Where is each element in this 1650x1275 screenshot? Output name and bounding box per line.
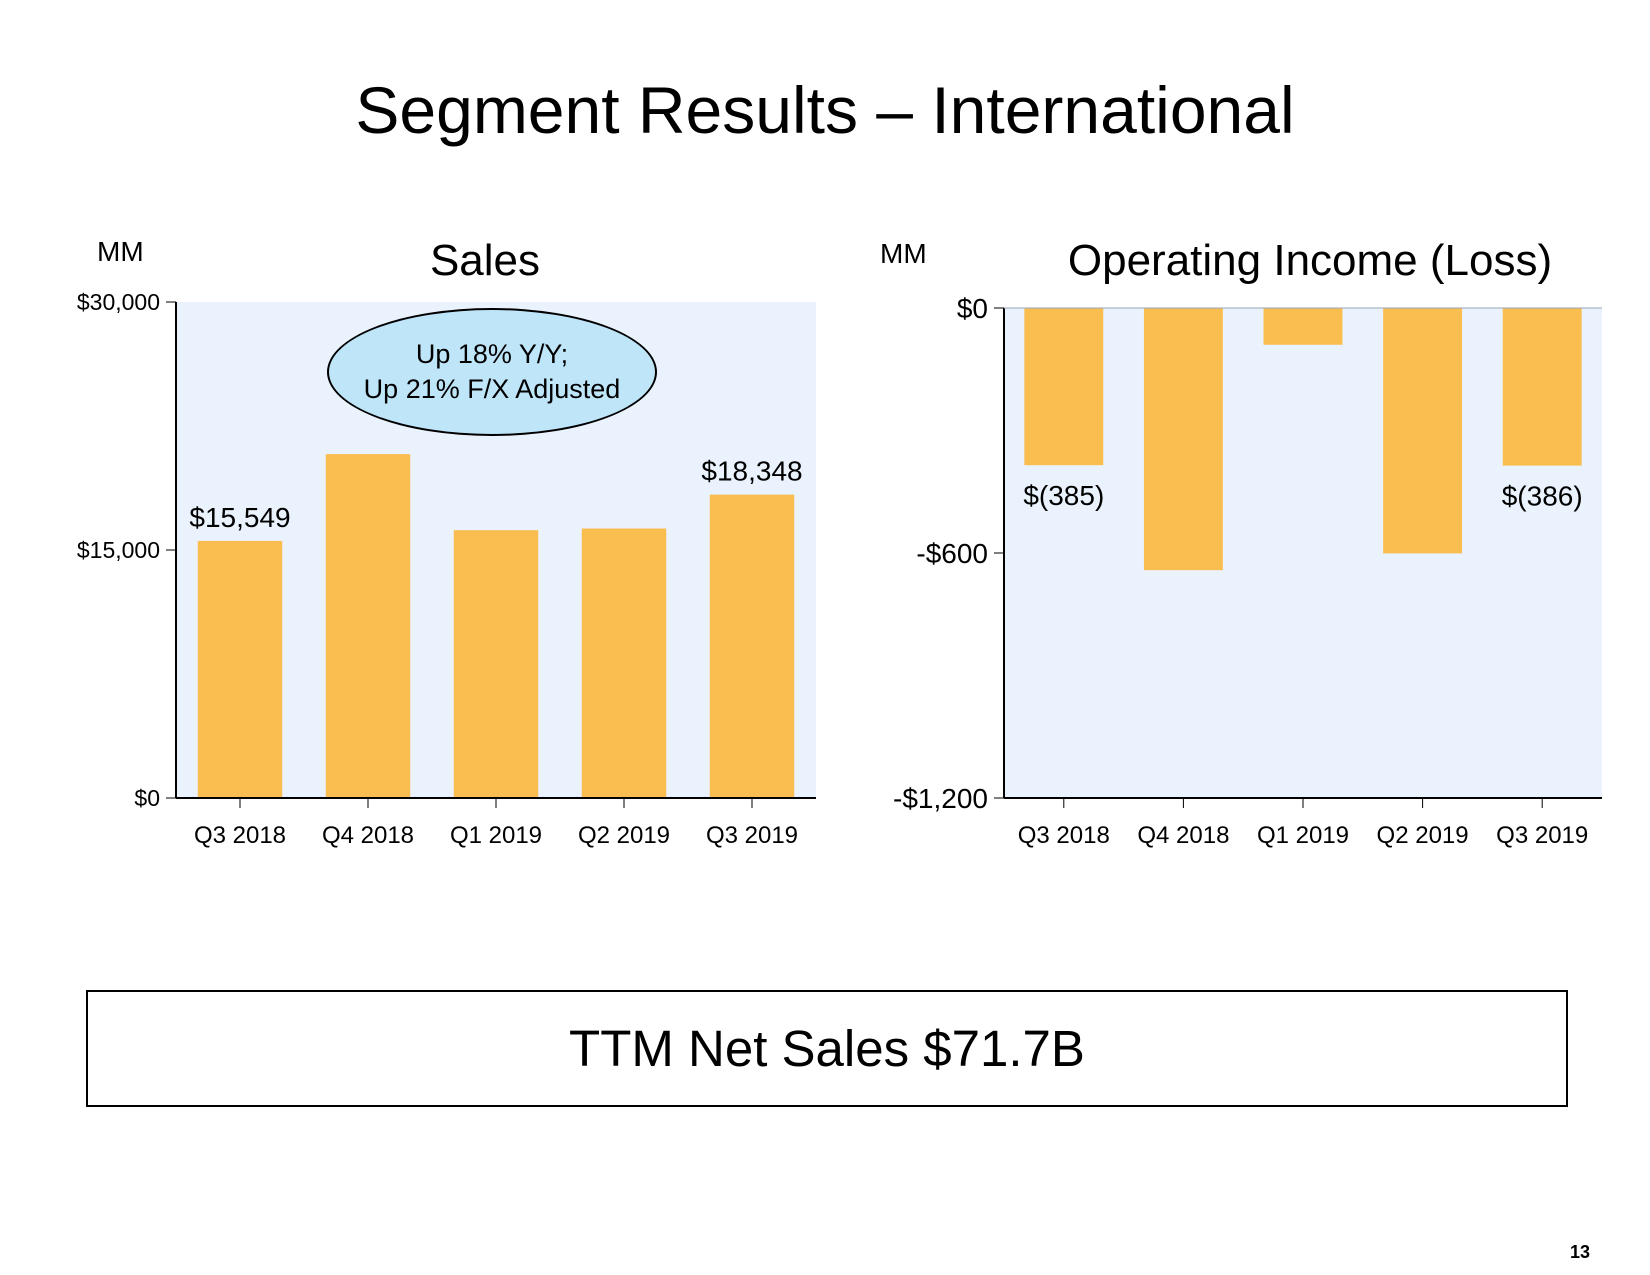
sales-y-tick-label: $0 <box>134 785 160 811</box>
sales-bar <box>709 494 795 798</box>
sales-chart-title: Sales <box>429 236 541 285</box>
income-x-tick-label: Q3 2019 <box>1496 822 1588 849</box>
income-y-tick-label: $0 <box>957 293 988 324</box>
sales-bar <box>197 540 283 798</box>
income-x-tick-label: Q4 2018 <box>1137 822 1229 849</box>
income-x-tick-label: Q3 2018 <box>1018 822 1110 849</box>
income-bar <box>1383 308 1463 554</box>
sales-y-tick-label: $30,000 <box>77 289 160 315</box>
sales-data-label: $15,549 <box>189 502 290 533</box>
sales-x-tick-label: Q3 2018 <box>194 822 286 849</box>
page-number: 13 <box>1569 1242 1590 1262</box>
sales-unit-label: MM <box>97 236 144 267</box>
ttm-net-sales-box: TTM Net Sales $71.7B <box>86 990 1568 1107</box>
income-chart-title: Operating Income (Loss) <box>1067 236 1553 285</box>
income-bar <box>1502 308 1582 466</box>
sales-bar <box>325 454 411 798</box>
sales-x-tick-label: Q4 2018 <box>322 822 414 849</box>
sales-y-tick-label: $15,000 <box>77 537 160 563</box>
income-unit-label: MM <box>880 238 927 269</box>
income-x-tick-label: Q1 2019 <box>1257 822 1349 849</box>
income-bar <box>1143 308 1223 571</box>
page-title: Segment Results – International <box>355 73 1295 147</box>
sales-bar <box>581 528 667 798</box>
sales-bar <box>453 530 539 798</box>
income-plot-area <box>1004 308 1602 798</box>
income-y-tick-label: -$1,200 <box>893 783 988 814</box>
sales-x-tick-label: Q1 2019 <box>450 822 542 849</box>
income-y-tick-label: -$600 <box>916 538 988 569</box>
income-bar <box>1263 308 1343 345</box>
ttm-net-sales-text: TTM Net Sales $71.7B <box>569 1020 1085 1077</box>
income-data-label: $(386) <box>1502 481 1583 512</box>
income-data-label: $(385) <box>1023 480 1104 511</box>
sales-x-tick-label: Q3 2019 <box>706 822 798 849</box>
sales-x-tick-label: Q2 2019 <box>578 822 670 849</box>
income-x-tick-label: Q2 2019 <box>1377 822 1469 849</box>
sales-growth-callout: Up 18% Y/Y; Up 21% F/X Adjusted <box>327 308 657 436</box>
callout-line-1: Up 18% Y/Y; <box>415 339 569 369</box>
sales-data-label: $18,348 <box>701 456 802 487</box>
income-bar <box>1024 308 1104 466</box>
callout-line-2: Up 21% F/X Adjusted <box>363 374 621 404</box>
income-chart: $(385) Q3 2018 Q4 2018 Q1 2019 Q2 2019 $(386)… <box>893 293 1602 849</box>
